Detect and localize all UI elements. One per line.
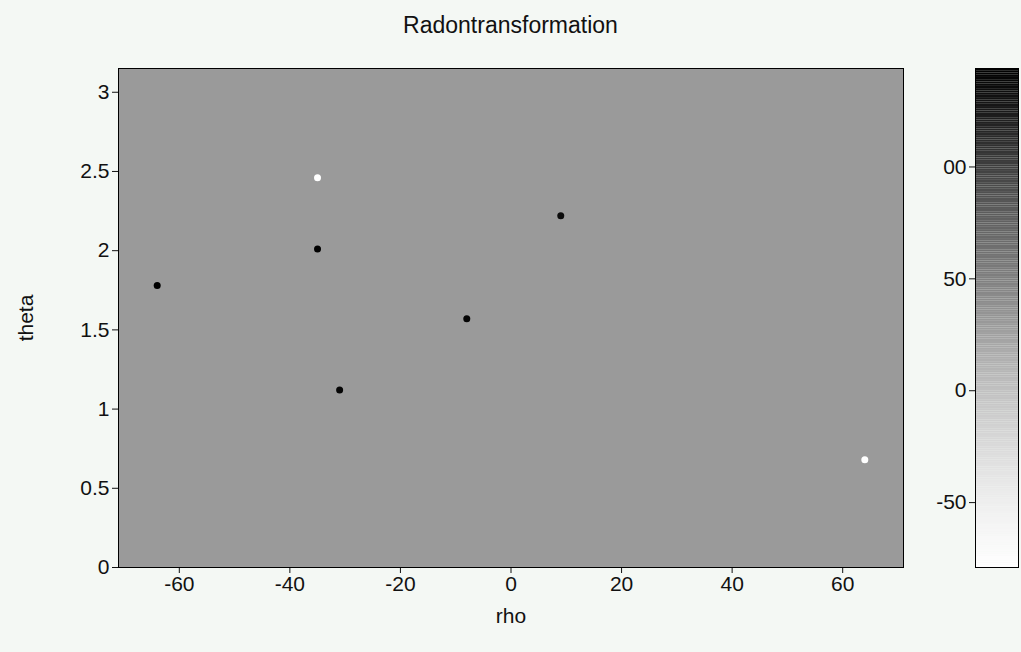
svg-text:-40: -40 — [275, 572, 305, 595]
svg-text:60: 60 — [831, 572, 854, 595]
html-text:Radontransformation: Radontransformation — [403, 12, 618, 38]
svg-text:0: 0 — [505, 572, 517, 595]
svg-text:2.5: 2.5 — [80, 159, 109, 182]
svg-text:-60: -60 — [164, 572, 194, 595]
svg-text:-50: -50 — [936, 490, 966, 513]
svg-text:0: 0 — [955, 378, 967, 401]
svg-text:1.5: 1.5 — [80, 318, 109, 341]
svg-text:0: 0 — [98, 555, 110, 578]
svg-text:3: 3 — [98, 80, 110, 103]
svg-text:0.5: 0.5 — [80, 476, 109, 499]
svg-text:20: 20 — [610, 572, 633, 595]
svg-text:1: 1 — [98, 397, 110, 420]
svg-text:theta: theta — [14, 294, 37, 341]
svg-text:00: 00 — [943, 155, 966, 178]
svg-text:-20: -20 — [385, 572, 415, 595]
svg-text:40: 40 — [720, 572, 743, 595]
svg-text:rho: rho — [496, 604, 526, 627]
svg-text:2: 2 — [98, 238, 110, 261]
svg-text:50: 50 — [943, 267, 966, 290]
